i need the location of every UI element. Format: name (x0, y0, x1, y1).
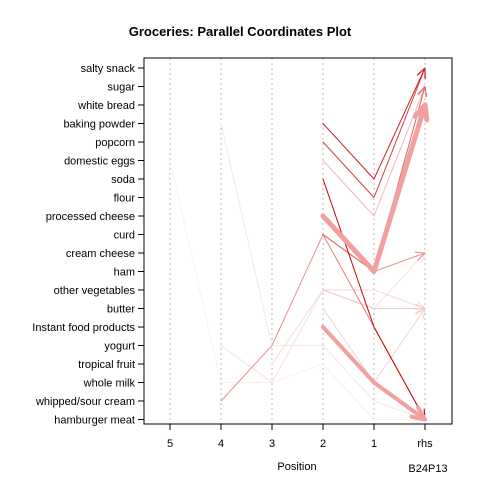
rule-arrowhead-13 (409, 405, 427, 422)
y-tick-label-17: whole milk (83, 378, 136, 390)
y-tick-label-0: salty snack (81, 63, 136, 75)
y-tick-label-4: popcorn (95, 137, 135, 149)
x-tick-label-1: 4 (218, 438, 224, 450)
y-tick-label-5: domestic eggs (64, 156, 135, 168)
rule-line-10 (322, 67, 426, 198)
y-tick-label-14: Instant food products (32, 322, 135, 334)
x-tick-label-5: rhs (417, 438, 433, 450)
y-tick-label-6: soda (111, 174, 136, 186)
x-tick-label-3: 2 (320, 438, 326, 450)
y-tick-label-8: processed cheese (46, 211, 135, 223)
rule-line-0 (169, 160, 426, 420)
chart-note: B24P13 (408, 463, 447, 475)
y-tick-label-10: cream cheese (66, 248, 135, 260)
y-tick-label-7: flour (114, 193, 136, 205)
y-tick-label-3: baking powder (63, 119, 135, 131)
x-tick-label-4: 1 (371, 438, 377, 450)
y-axis-ticks: salty snack sugar white bread baking powder… (32, 63, 144, 427)
rule-line-12 (322, 178, 426, 420)
rule-arrowhead-9 (418, 86, 428, 98)
rule-line-5 (322, 289, 426, 309)
rule-arrowhead-14 (412, 102, 430, 123)
y-tick-label-16: tropical fruit (78, 359, 135, 371)
rule-line-11 (322, 67, 426, 180)
y-tick-label-18: whipped/sour cream (35, 396, 135, 408)
rule-arrowhead-7 (414, 251, 426, 261)
rule-line-6 (322, 86, 426, 217)
x-tick-label-0: 5 (167, 438, 173, 450)
rule-arrowhead-11 (416, 67, 426, 79)
rule-arrowhead-5 (415, 303, 426, 314)
y-tick-label-12: other vegetables (54, 285, 136, 297)
y-tick-label-9: curd (114, 230, 135, 242)
plot-frame (143, 57, 453, 425)
rule-lines (169, 67, 430, 424)
grid-lines (169, 58, 426, 424)
y-tick-label-1: sugar (107, 82, 135, 94)
y-tick-label-15: yogurt (104, 341, 135, 353)
y-tick-label-11: ham (114, 267, 135, 279)
rule-line-13 (321, 325, 427, 422)
y-tick-label-2: white bread (77, 100, 135, 112)
rule-line-3 (271, 289, 426, 365)
y-tick-label-19: hamburger meat (54, 415, 135, 427)
rule-line-14 (320, 102, 428, 274)
x-axis-ticks: 5 4 3 2 1 rhs (167, 424, 433, 450)
x-tick-label-2: 3 (269, 438, 275, 450)
y-tick-label-13: butter (107, 304, 135, 316)
rule-line-1 (220, 123, 426, 420)
chart-title: Groceries: Parallel Coordinates Plot (129, 24, 352, 39)
x-axis-label: Position (277, 461, 316, 473)
